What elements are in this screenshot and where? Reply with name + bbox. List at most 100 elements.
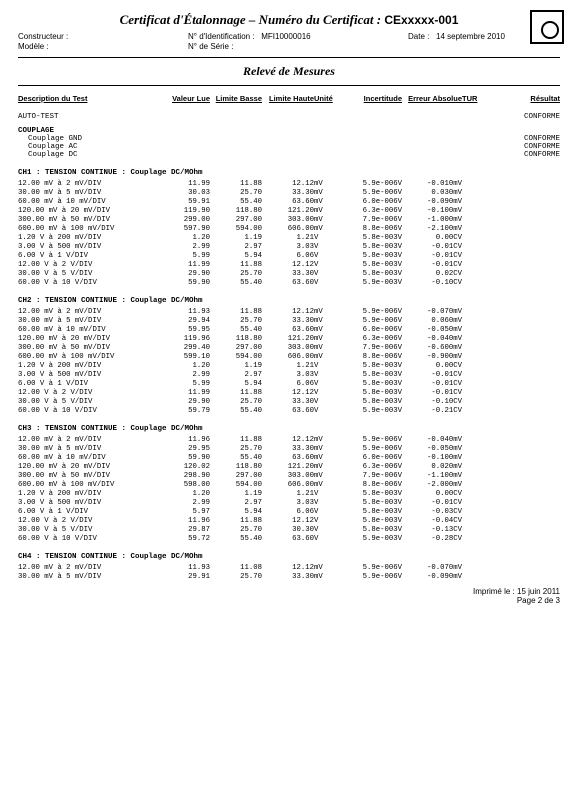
- cell-lb: 55.40: [210, 278, 262, 287]
- channel-head: CH2 : TENSION CONTINUE : Couplage DC/MOh…: [18, 297, 560, 305]
- cell-err: -1.000mV: [402, 215, 462, 224]
- cell-lh: 33.30: [262, 444, 314, 453]
- cell-err: -0.03CV: [402, 507, 462, 516]
- cell-desc: 12.00 mV à 2 mV/DIV: [18, 435, 158, 444]
- cell-desc: 60.00 V à 10 V/DIV: [18, 278, 158, 287]
- channel-table: 12.00 mV à 2 mV/DIV11.9311.8812.12mV5.9e…: [18, 307, 560, 415]
- cell-err: -0.21CV: [402, 406, 462, 415]
- cell-inc: 5.9e-003V: [342, 278, 402, 287]
- cell-inc: 5.8e-003V: [342, 388, 402, 397]
- cell-lh: 63.60: [262, 453, 314, 462]
- cell-inc: 8.8e-006V: [342, 224, 402, 233]
- cell-vl: 59.90: [158, 453, 210, 462]
- cell-vl: 11.99: [158, 388, 210, 397]
- channel-table: 12.00 mV à 2 mV/DIV11.9911.8812.12mV5.9e…: [18, 179, 560, 287]
- table-row: 30.00 mV à 5 mV/DIV29.9425.7033.30mV5.9e…: [18, 316, 560, 325]
- cell-err: 0.060mV: [402, 316, 462, 325]
- cell-lb: 25.70: [210, 444, 262, 453]
- cell-desc: 300.00 mV à 50 mV/DIV: [18, 343, 158, 352]
- cell-err: -0.090mV: [402, 572, 462, 581]
- couplage-line: Couplage ACCONFORME: [18, 143, 560, 151]
- cell-inc: 5.8e-003V: [342, 242, 402, 251]
- table-row: 60.00 V à 10 V/DIV59.7255.4063.60V5.9e-0…: [18, 534, 560, 543]
- cell-unit: mV: [314, 197, 342, 206]
- header-row-1: Constructeur : N° d'Identification : MFI…: [18, 32, 560, 41]
- cell-lh: 12.12: [262, 516, 314, 525]
- cell-inc: 5.8e-003V: [342, 361, 402, 370]
- company-logo: [530, 10, 564, 44]
- cell-inc: 5.8e-003V: [342, 370, 402, 379]
- cell-lh: 303.00: [262, 215, 314, 224]
- cell-vl: 11.96: [158, 516, 210, 525]
- cell-desc: 60.00 mV à 10 mV/DIV: [18, 453, 158, 462]
- cell-lb: 594.00: [210, 352, 262, 361]
- cell-vl: 29.94: [158, 316, 210, 325]
- cell-err: -0.13CV: [402, 525, 462, 534]
- col-res: Résultat: [492, 92, 560, 105]
- cell-lh: 3.03: [262, 242, 314, 251]
- cell-unit: V: [314, 516, 342, 525]
- cell-inc: 7.9e-006V: [342, 471, 402, 480]
- couplage-label: Couplage AC: [28, 143, 524, 151]
- cell-err: -0.01CV: [402, 242, 462, 251]
- cell-desc: 12.00 mV à 2 mV/DIV: [18, 307, 158, 316]
- cell-lb: 11.88: [210, 516, 262, 525]
- cell-desc: 600.00 mV à 100 mV/DIV: [18, 224, 158, 233]
- cell-lb: 11.88: [210, 435, 262, 444]
- cell-lb: 11.88: [210, 388, 262, 397]
- cell-lh: 63.60: [262, 534, 314, 543]
- modele-label: Modèle :: [18, 42, 49, 51]
- table-row: 30.00 V à 5 V/DIV29.8725.7030.30V5.8e-00…: [18, 525, 560, 534]
- cell-lh: 12.12: [262, 179, 314, 188]
- cell-lb: 25.70: [210, 269, 262, 278]
- cell-unit: V: [314, 406, 342, 415]
- couplage-result: CONFORME: [524, 135, 560, 143]
- divider-bottom: [18, 85, 560, 86]
- cell-err: -0.01CV: [402, 260, 462, 269]
- cell-lb: 1.19: [210, 489, 262, 498]
- cell-vl: 299.00: [158, 215, 210, 224]
- cell-inc: 5.8e-003V: [342, 397, 402, 406]
- cell-err: -0.070mV: [402, 307, 462, 316]
- cell-desc: 120.00 mV à 20 mV/DIV: [18, 206, 158, 215]
- cell-lh: 12.12: [262, 563, 314, 572]
- cell-lb: 594.00: [210, 480, 262, 489]
- cell-desc: 12.00 mV à 2 mV/DIV: [18, 179, 158, 188]
- table-row: 6.00 V à 1 V/DIV5.995.946.06V5.8e-003V-0…: [18, 251, 560, 260]
- table-row: 60.00 V à 10 V/DIV59.7955.4063.60V5.9e-0…: [18, 406, 560, 415]
- cell-unit: V: [314, 525, 342, 534]
- cell-vl: 59.91: [158, 197, 210, 206]
- cell-inc: 5.8e-003V: [342, 507, 402, 516]
- cell-unit: mV: [314, 334, 342, 343]
- cell-lh: 33.30: [262, 316, 314, 325]
- table-row: 300.00 mV à 50 mV/DIV299.40297.00303.00m…: [18, 343, 560, 352]
- cell-unit: mV: [314, 462, 342, 471]
- cell-lb: 297.00: [210, 215, 262, 224]
- cell-err: -0.04CV: [402, 516, 462, 525]
- cell-vl: 120.02: [158, 462, 210, 471]
- cell-lb: 1.19: [210, 361, 262, 370]
- table-row: 30.00 mV à 5 mV/DIV30.0325.7033.30mV5.9e…: [18, 188, 560, 197]
- doc-title: Certificat d'Étalonnage – Numéro du Cert…: [18, 12, 560, 28]
- cell-err: -0.040mV: [402, 435, 462, 444]
- cell-err: 0.020mV: [402, 462, 462, 471]
- cell-desc: 30.00 mV à 5 mV/DIV: [18, 188, 158, 197]
- cell-unit: V: [314, 233, 342, 242]
- cell-err: -2.100mV: [402, 224, 462, 233]
- constructeur-label: Constructeur :: [18, 32, 68, 41]
- auto-test-result: CONFORME: [524, 113, 560, 121]
- cell-desc: 1.20 V à 200 mV/DIV: [18, 361, 158, 370]
- cell-vl: 29.90: [158, 397, 210, 406]
- cell-desc: 600.00 mV à 100 mV/DIV: [18, 480, 158, 489]
- cell-lh: 121.20: [262, 462, 314, 471]
- cell-unit: mV: [314, 453, 342, 462]
- cell-err: -0.01CV: [402, 251, 462, 260]
- cell-vl: 11.96: [158, 435, 210, 444]
- couplage-line: Couplage GNDCONFORME: [18, 135, 560, 143]
- section-title: Relevé de Mesures: [18, 64, 560, 79]
- table-row: 12.00 V à 2 V/DIV11.9911.8812.12V5.8e-00…: [18, 260, 560, 269]
- channel-head: CH4 : TENSION CONTINUE : Couplage DC/MOh…: [18, 553, 560, 561]
- ident-value: MFI10000016: [261, 32, 310, 41]
- cell-inc: 7.9e-006V: [342, 215, 402, 224]
- cell-err: -0.090mV: [402, 197, 462, 206]
